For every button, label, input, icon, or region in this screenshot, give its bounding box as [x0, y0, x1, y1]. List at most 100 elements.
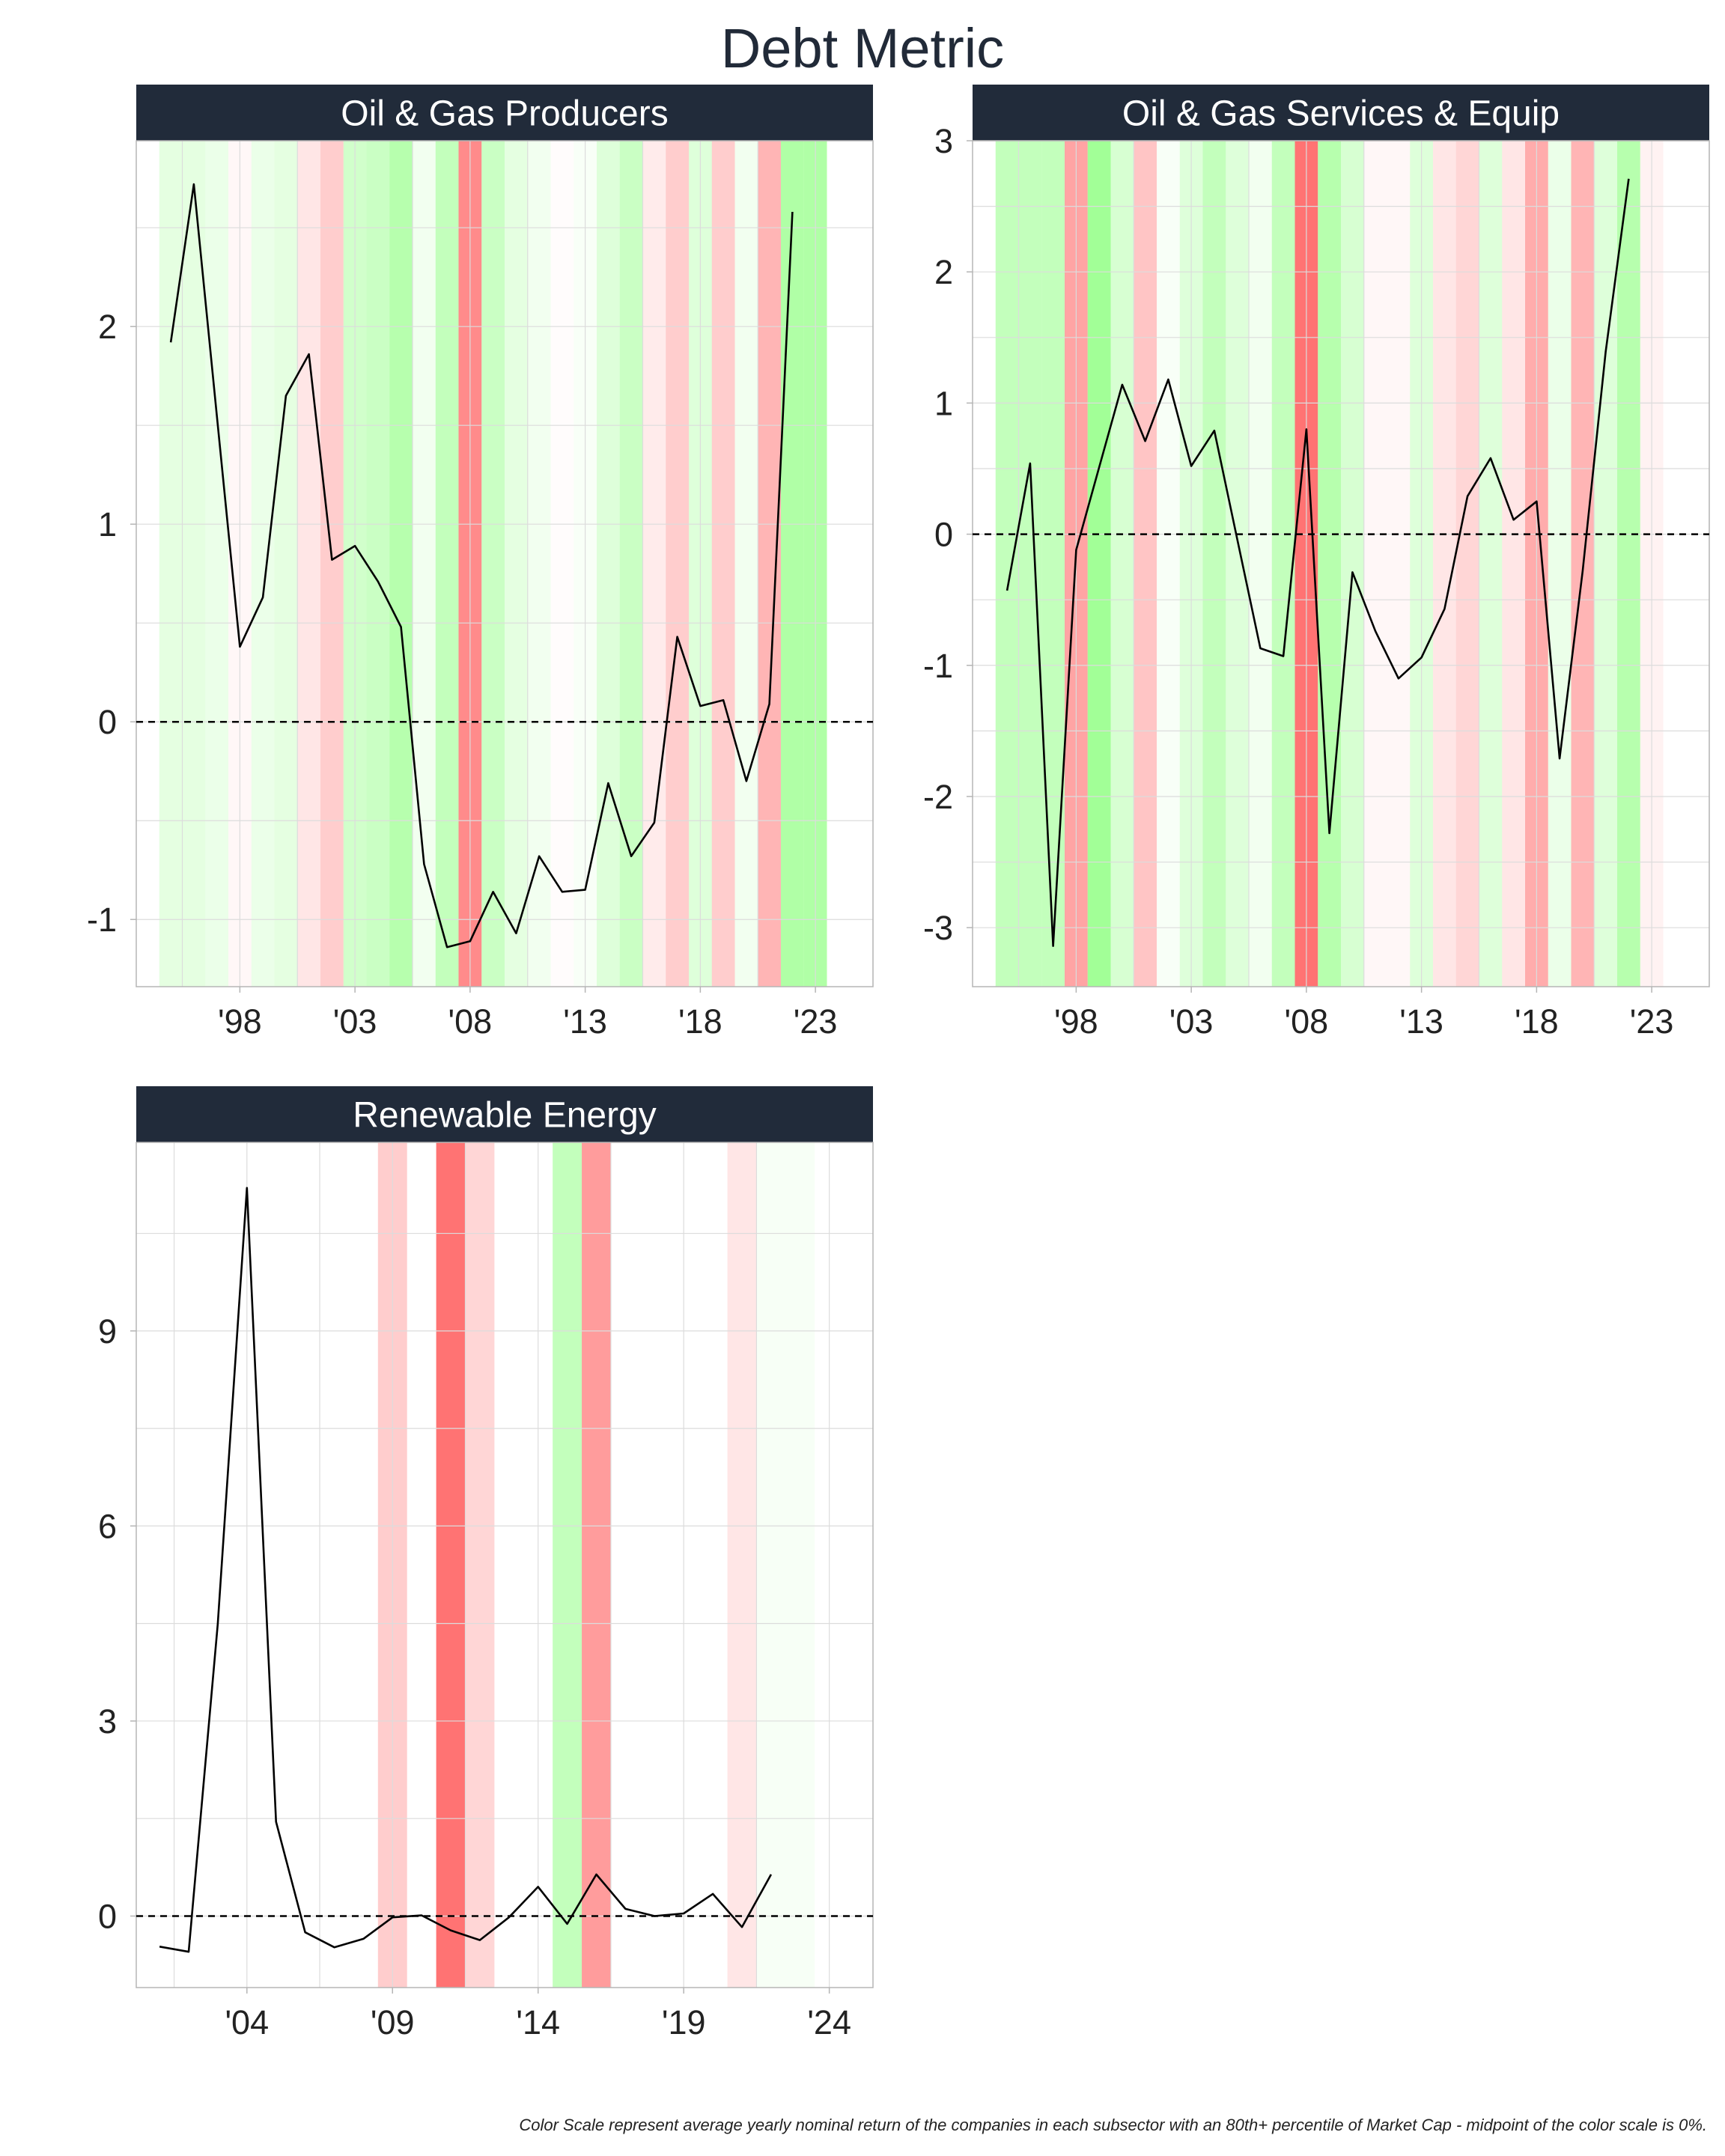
- color-scale-caption: Color Scale represent average yearly nom…: [519, 2116, 1707, 2134]
- panel-header-label: Oil & Gas Producers: [341, 94, 668, 134]
- y-tick-label: -1: [87, 901, 117, 939]
- y-tick-label: -1: [923, 647, 953, 685]
- return-band: [159, 141, 183, 987]
- x-tick-label: '23: [1630, 1002, 1674, 1041]
- return-band: [413, 141, 436, 987]
- y-tick-label: -2: [923, 778, 953, 816]
- x-tick-label: '08: [1285, 1002, 1329, 1041]
- return-band: [1341, 141, 1364, 987]
- return-band: [205, 141, 228, 987]
- panel-oil-gas-services-equip: Oil & Gas Services & Equip -3 -2 -1 0 1 2 3 '98 '…: [923, 85, 1710, 1041]
- return-band: [1433, 141, 1456, 987]
- x-tick-label: '14: [516, 2003, 560, 2041]
- x-tick-label: '03: [333, 1002, 377, 1041]
- y-tick-label: 6: [98, 1507, 117, 1545]
- return-band: [1617, 141, 1640, 987]
- x-tick-label: '09: [371, 2003, 415, 2041]
- return-band: [465, 1142, 495, 1988]
- x-tick-label: '13: [1399, 1002, 1443, 1041]
- x-tick-label: '04: [225, 2003, 269, 2041]
- return-band: [1502, 141, 1525, 987]
- x-tick-label: '18: [1515, 1002, 1559, 1041]
- return-band: [1134, 141, 1157, 987]
- return-band: [1363, 141, 1387, 987]
- return-band: [756, 1142, 786, 1988]
- y-tick-label: 3: [934, 122, 953, 160]
- x-tick-label: '23: [794, 1002, 838, 1041]
- return-band: [642, 141, 666, 987]
- x-tick-label: '08: [448, 1002, 493, 1041]
- return-band: [297, 141, 320, 987]
- return-band: [320, 141, 344, 987]
- return-band: [582, 1142, 611, 1988]
- return-band: [553, 1142, 582, 1988]
- y-tick-label: 3: [98, 1702, 117, 1741]
- return-band: [711, 141, 735, 987]
- plot-frame: [972, 140, 1710, 987]
- panel-oil-gas-producers: Oil & Gas Producers -1 0 1 2 '98 '03 '08 '13 '18 '…: [87, 85, 874, 1041]
- return-band: [1548, 141, 1572, 987]
- return-band: [1318, 141, 1341, 987]
- return-band: [274, 141, 298, 987]
- return-band: [1018, 141, 1042, 987]
- return-band: [551, 141, 574, 987]
- return-band: [1041, 141, 1065, 987]
- return-band: [1249, 141, 1272, 987]
- plot-frame: [136, 1142, 874, 1988]
- chart-title: Debt Metric: [720, 17, 1005, 79]
- return-band: [182, 141, 206, 987]
- debt-metric-line: [159, 1187, 773, 1953]
- panel-header: [973, 85, 1709, 141]
- panel-header: [136, 1086, 873, 1142]
- return-band: [619, 141, 643, 987]
- return-band: [785, 1142, 815, 1988]
- return-band: [1226, 141, 1249, 987]
- return-band: [758, 141, 781, 987]
- y-tick-label: -3: [923, 909, 953, 947]
- return-band: [435, 141, 459, 987]
- return-band: [1271, 141, 1295, 987]
- y-tick-label: 2: [98, 308, 117, 346]
- return-band: [389, 141, 413, 987]
- return-band: [597, 141, 620, 987]
- return-band: [1594, 141, 1617, 987]
- y-tick-label: 9: [98, 1312, 117, 1350]
- panel-header-label: Renewable Energy: [353, 1096, 657, 1136]
- y-tick-label: 2: [934, 253, 953, 291]
- debt-metric-line: [169, 183, 794, 948]
- x-tick-label: '24: [807, 2003, 851, 2041]
- debt-metric-line: [1006, 178, 1630, 947]
- return-band: [505, 141, 528, 987]
- y-tick-label: 0: [934, 516, 953, 554]
- panel-header-label: Oil & Gas Services & Equip: [1122, 94, 1560, 134]
- return-band: [1455, 141, 1479, 987]
- y-tick-label: 1: [98, 505, 117, 543]
- return-band: [995, 141, 1019, 987]
- x-tick-label: '98: [218, 1002, 262, 1041]
- plot-frame: [136, 140, 874, 987]
- y-tick-label: 0: [98, 1897, 117, 1935]
- return-band: [1157, 141, 1180, 987]
- y-tick-label: 0: [98, 703, 117, 741]
- return-band: [1479, 141, 1503, 987]
- return-band: [366, 141, 390, 987]
- return-band: [251, 141, 275, 987]
- return-band: [481, 141, 505, 987]
- return-band: [1087, 141, 1111, 987]
- x-tick-label: '19: [662, 2003, 706, 2041]
- return-band: [527, 141, 551, 987]
- x-tick-label: '13: [563, 1002, 607, 1041]
- return-band: [1110, 141, 1134, 987]
- return-band: [666, 141, 689, 987]
- x-tick-label: '18: [678, 1002, 722, 1041]
- return-band: [436, 1142, 466, 1988]
- x-tick-label: '98: [1054, 1002, 1098, 1041]
- x-tick-label: '03: [1169, 1002, 1214, 1041]
- return-band: [1202, 141, 1226, 987]
- return-band: [781, 141, 804, 987]
- return-band: [727, 1142, 757, 1988]
- panel-renewable-energy: Renewable Energy 0 3 6 9 '04 '09 '14 '19 '24: [98, 1086, 874, 2041]
- return-band: [734, 141, 758, 987]
- y-tick-label: 1: [934, 384, 953, 422]
